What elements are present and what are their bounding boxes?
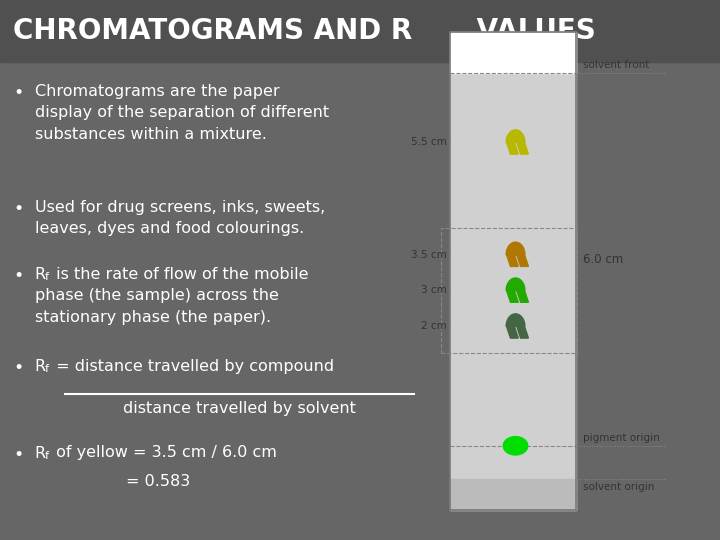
Text: pigment origin: pigment origin	[583, 433, 660, 443]
Polygon shape	[507, 326, 518, 338]
Text: of yellow = 3.5 cm / 6.0 cm: of yellow = 3.5 cm / 6.0 cm	[51, 446, 277, 461]
Polygon shape	[506, 242, 525, 255]
Text: f: f	[45, 364, 49, 375]
Text: solvent origin: solvent origin	[583, 482, 654, 492]
Bar	[0, 0, 720, 62]
Text: R: R	[35, 446, 45, 461]
Text: Chromatograms are the paper
display of the separation of different
substances wi: Chromatograms are the paper display of t…	[35, 84, 329, 142]
Polygon shape	[507, 291, 518, 302]
Text: f: f	[45, 451, 49, 461]
Text: 6.0 cm: 6.0 cm	[583, 253, 624, 266]
Polygon shape	[506, 130, 525, 143]
Text: distance travelled by solvent: distance travelled by solvent	[122, 401, 356, 416]
Text: 5.5 cm: 5.5 cm	[411, 137, 447, 147]
Text: R: R	[35, 359, 45, 374]
Text: VALUES: VALUES	[467, 17, 595, 45]
Text: solvent front: solvent front	[583, 60, 649, 70]
Text: 2 cm: 2 cm	[421, 321, 447, 332]
Text: •: •	[13, 200, 23, 218]
Text: CHROMATOGRAMS AND R: CHROMATOGRAMS AND R	[13, 17, 413, 45]
Text: •: •	[13, 359, 23, 377]
Polygon shape	[517, 326, 528, 338]
Text: is the rate of flow of the mobile: is the rate of flow of the mobile	[51, 267, 309, 282]
Polygon shape	[506, 278, 525, 291]
Polygon shape	[517, 255, 528, 266]
Text: phase (the sample) across the
stationary phase (the paper).: phase (the sample) across the stationary…	[35, 288, 279, 325]
Text: 3 cm: 3 cm	[421, 286, 447, 295]
Text: = 0.583: = 0.583	[126, 474, 190, 489]
Text: •: •	[13, 267, 23, 285]
Bar	[450, 32, 576, 510]
Text: f: f	[45, 272, 49, 282]
Polygon shape	[517, 143, 528, 154]
Text: •: •	[13, 84, 23, 102]
Circle shape	[503, 437, 528, 455]
Polygon shape	[517, 291, 528, 302]
Bar	[450, 32, 576, 73]
Text: 3.5 cm: 3.5 cm	[411, 249, 447, 260]
Text: F: F	[449, 32, 460, 50]
Polygon shape	[507, 255, 518, 266]
Polygon shape	[507, 143, 518, 154]
Text: R: R	[35, 267, 45, 282]
Bar	[441, 228, 577, 353]
Bar	[450, 32, 576, 510]
Bar	[450, 479, 576, 510]
Text: = distance travelled by compound: = distance travelled by compound	[51, 359, 334, 374]
Text: Used for drug screens, inks, sweets,
leaves, dyes and food colourings.: Used for drug screens, inks, sweets, lea…	[35, 200, 325, 237]
Text: •: •	[13, 446, 23, 463]
Polygon shape	[506, 314, 525, 326]
